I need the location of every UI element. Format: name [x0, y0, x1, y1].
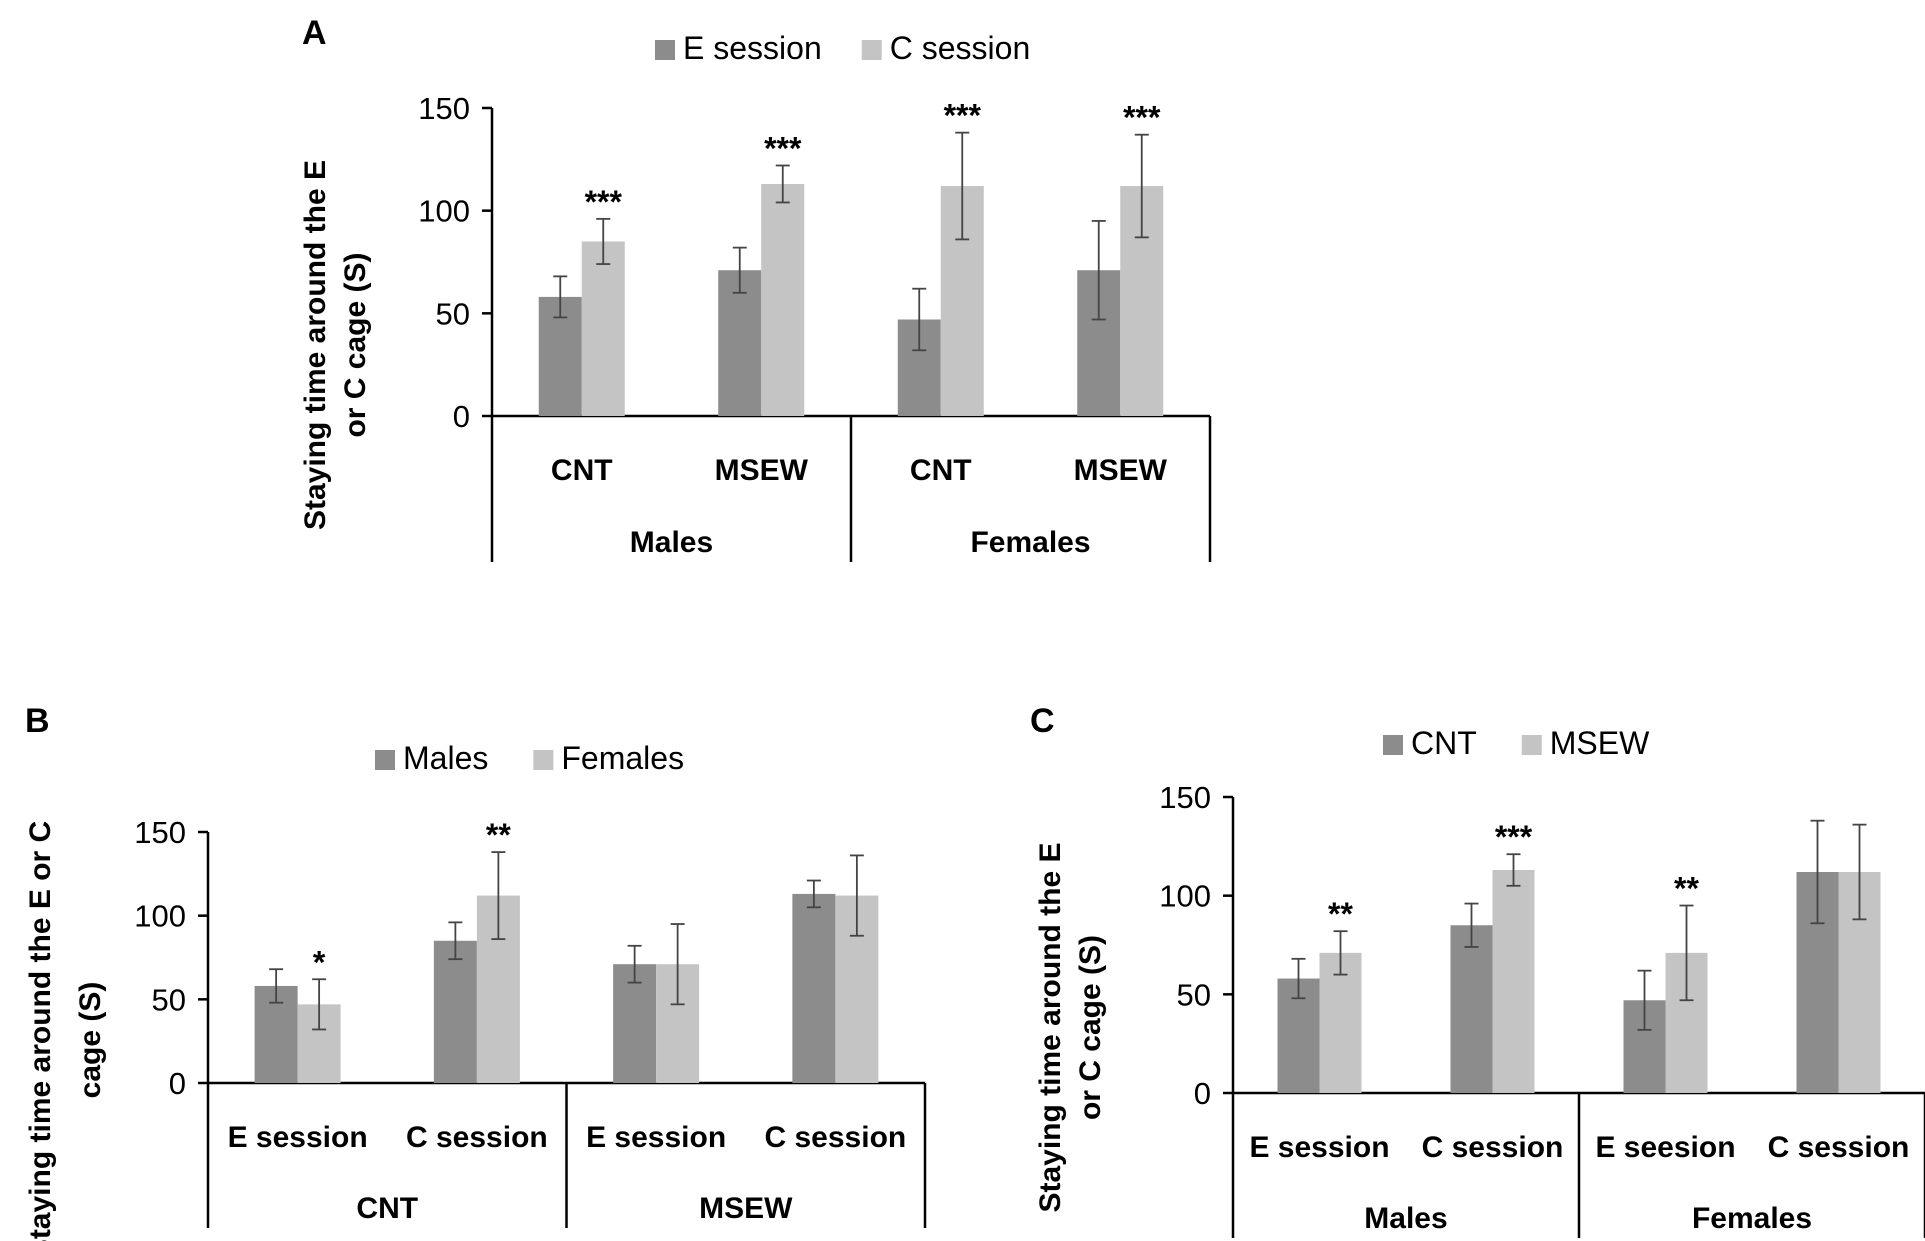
x-group-label: MSEW — [699, 1192, 793, 1225]
x-category-label: C session — [1768, 1131, 1910, 1164]
significance-marker: *** — [585, 184, 623, 220]
y-tick-label: 100 — [134, 899, 186, 934]
x-category-label: C session — [1422, 1131, 1564, 1164]
panel-b: B Males Females Staying time around the E o… — [24, 702, 927, 1241]
panel-label: A — [302, 14, 327, 52]
x-group-label: Males — [630, 526, 713, 559]
y-tick-label: 100 — [418, 194, 470, 229]
x-group-label: CNT — [356, 1192, 418, 1225]
legend-swatch — [1383, 735, 1403, 755]
y-tick-label: 50 — [1177, 977, 1211, 1012]
bar — [1319, 952, 1362, 1093]
legend-label: Males — [403, 740, 488, 776]
legend-label: CNT — [1411, 725, 1477, 761]
y-tick-label: 0 — [453, 399, 470, 434]
y-axis-label: cage (S) — [74, 982, 107, 1099]
y-tick-label: 150 — [134, 815, 186, 850]
bar — [761, 183, 805, 416]
significance-marker: ** — [1328, 896, 1353, 932]
y-tick-label: 0 — [1194, 1076, 1211, 1111]
y-tick-label: 50 — [436, 296, 470, 331]
y-axis-label: or C cage (S) — [339, 252, 372, 437]
significance-marker: *** — [764, 130, 802, 166]
x-category-label: E session — [586, 1121, 726, 1154]
legend-swatch — [1521, 735, 1542, 755]
x-category-label: CNT — [551, 454, 613, 487]
bar — [1450, 925, 1493, 1093]
y-tick-label: 100 — [1159, 879, 1211, 914]
bar — [613, 964, 657, 1083]
y-axis-label: Staying time around the E — [299, 160, 332, 530]
x-group-label: Males — [1364, 1202, 1447, 1235]
x-category-label: E seesion — [1595, 1131, 1735, 1164]
bar — [581, 241, 625, 416]
legend-swatch — [861, 40, 882, 60]
legend-swatch — [375, 750, 395, 770]
x-category-label: CNT — [910, 454, 972, 487]
legend-label: C session — [890, 30, 1031, 66]
x-category-label: E session — [1249, 1131, 1389, 1164]
y-axis-label: or C cage (S) — [1074, 935, 1107, 1120]
bar — [433, 940, 477, 1083]
legend-swatch — [533, 750, 554, 770]
x-category-label: MSEW — [1074, 454, 1168, 487]
y-axis-label: Staying time around the E or C — [24, 821, 57, 1241]
x-category-label: C session — [765, 1121, 907, 1154]
legend-label: E session — [683, 30, 822, 66]
x-category-label: C session — [406, 1121, 548, 1154]
significance-marker: *** — [1123, 100, 1161, 136]
bar — [718, 270, 762, 416]
panel-a: A E session C session Staying time around t… — [299, 14, 1212, 562]
x-category-label: MSEW — [715, 454, 809, 487]
y-axis-label: Staying time around the E — [1034, 842, 1067, 1212]
panel-label: B — [25, 702, 50, 740]
x-group-label: Females — [1692, 1202, 1812, 1235]
bar — [792, 893, 836, 1083]
y-tick-label: 0 — [169, 1066, 186, 1101]
significance-marker: *** — [944, 98, 982, 134]
x-group-label: Females — [970, 526, 1090, 559]
significance-marker: *** — [1495, 819, 1533, 855]
legend-swatch — [655, 40, 675, 60]
y-tick-label: 50 — [152, 982, 186, 1017]
legend-label: MSEW — [1550, 725, 1650, 761]
x-category-label: E session — [228, 1121, 368, 1154]
bar — [1492, 870, 1535, 1093]
significance-marker: ** — [1674, 871, 1699, 907]
panel-label: C — [1030, 702, 1055, 740]
significance-marker: * — [313, 944, 326, 980]
significance-marker: ** — [486, 817, 511, 853]
legend-label: Females — [561, 740, 684, 776]
y-tick-label: 150 — [418, 91, 470, 126]
y-tick-label: 150 — [1159, 780, 1211, 815]
